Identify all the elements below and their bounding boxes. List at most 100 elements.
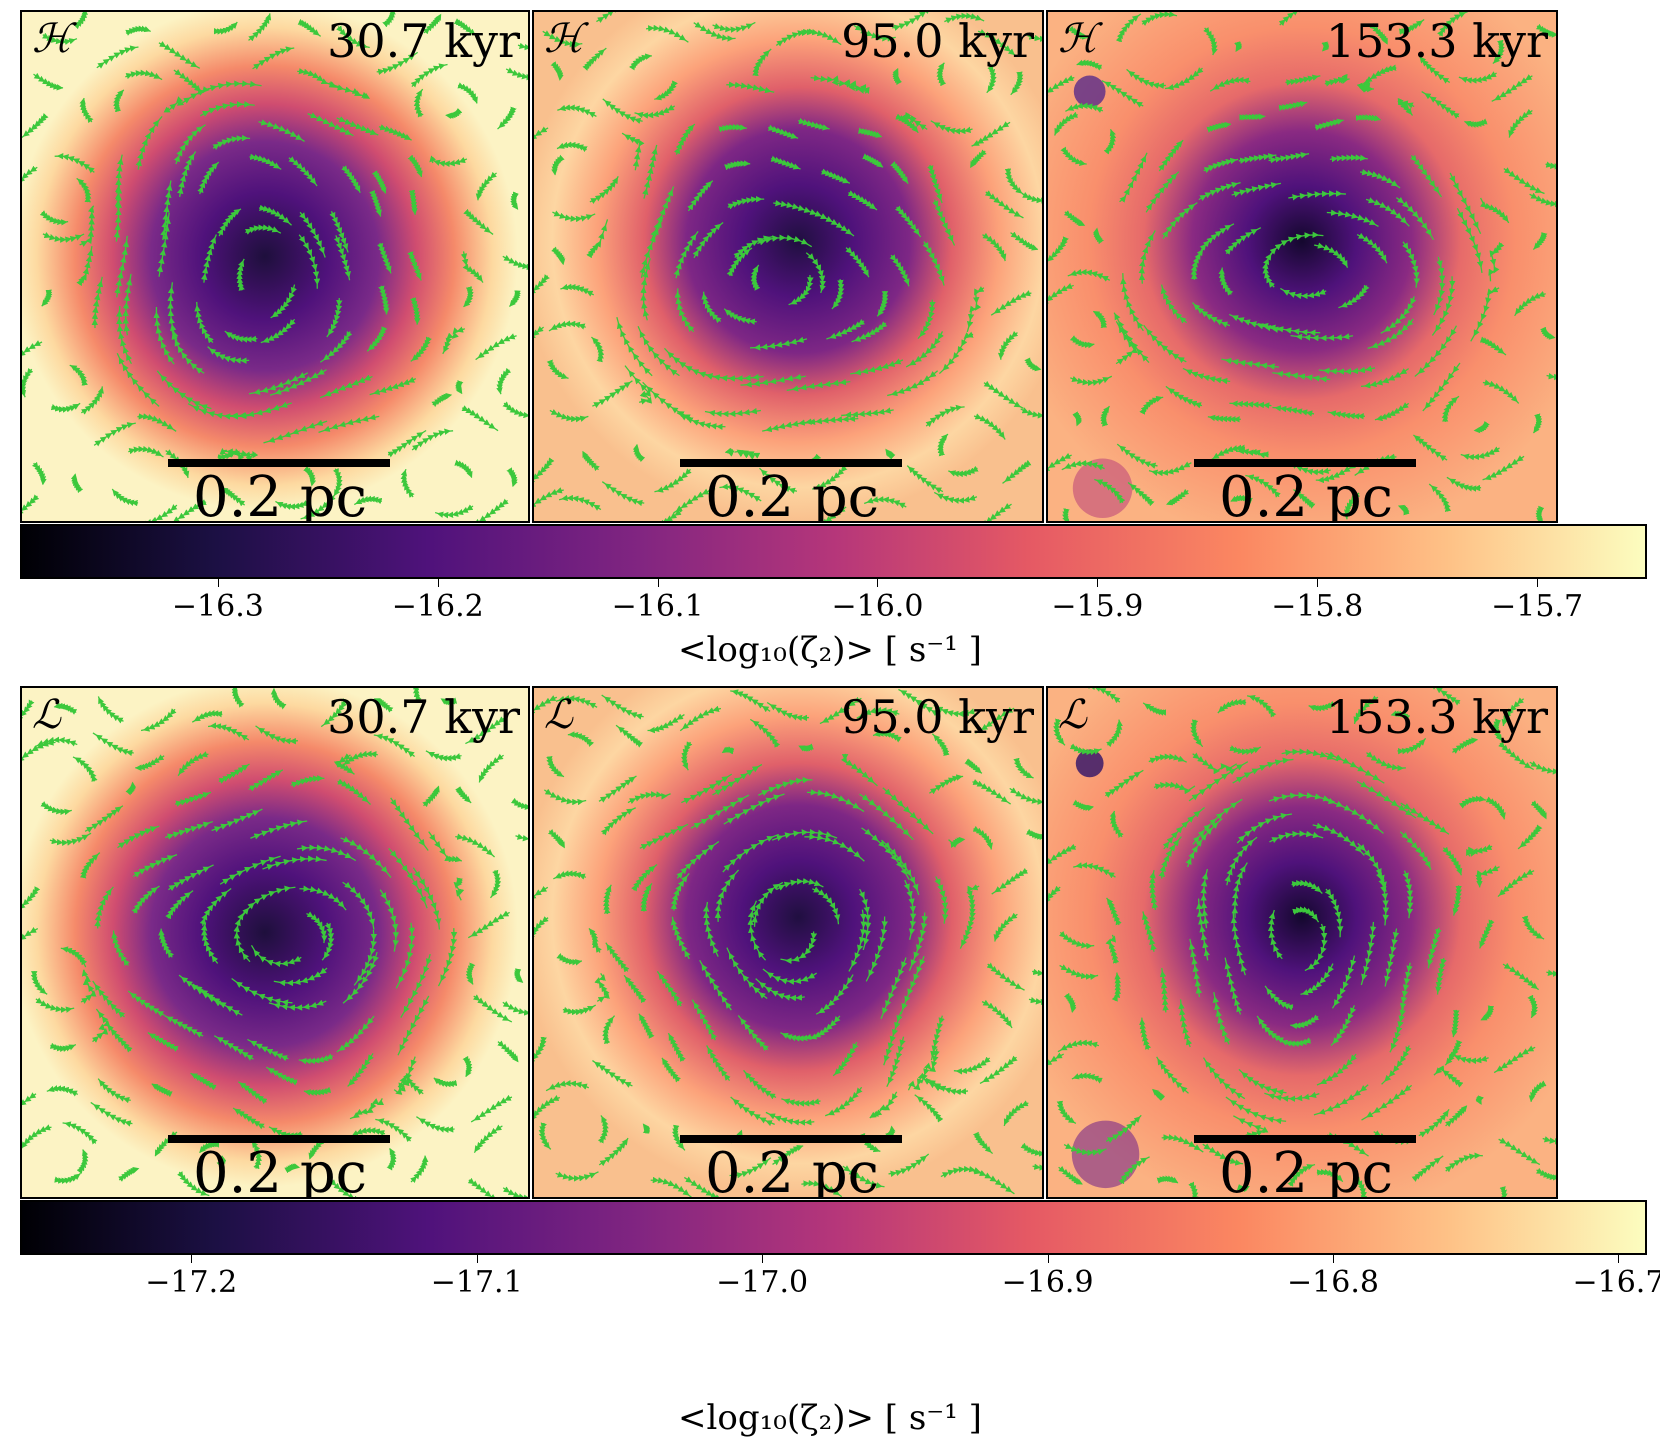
streamline <box>1353 695 1379 725</box>
streamline <box>1232 757 1294 784</box>
streamline <box>41 289 53 307</box>
streamline <box>966 884 980 917</box>
streamline <box>850 358 904 376</box>
streamline <box>654 80 678 101</box>
streamline <box>1452 737 1479 754</box>
streamline <box>809 1015 841 1040</box>
streamline <box>397 995 430 1056</box>
streamline <box>1503 167 1545 195</box>
streamline <box>132 853 178 878</box>
streamline <box>673 231 699 279</box>
streamline <box>1264 985 1294 1011</box>
streamline <box>557 104 597 118</box>
streamline <box>1422 362 1461 412</box>
streamline <box>1314 118 1344 131</box>
streamline <box>601 694 644 720</box>
streamline <box>369 189 382 217</box>
streamline <box>42 232 85 243</box>
streamline <box>382 12 397 28</box>
streamline <box>300 494 336 520</box>
streamline <box>397 1072 424 1096</box>
streamline <box>336 116 379 136</box>
streamline <box>410 1155 429 1184</box>
streamline <box>92 732 134 757</box>
streamline <box>156 370 212 411</box>
streamline <box>1109 810 1124 838</box>
streamline <box>727 195 765 210</box>
streamline <box>1101 80 1144 108</box>
streamline <box>549 409 589 423</box>
density-map <box>534 688 1042 1197</box>
streamline <box>550 61 564 81</box>
streamline <box>973 413 1006 440</box>
streamline <box>105 1022 133 1053</box>
streamline <box>812 210 855 237</box>
streamline <box>33 72 64 91</box>
streamline <box>1225 1096 1287 1125</box>
streamline <box>1397 737 1427 755</box>
streamline <box>408 189 418 215</box>
streamline <box>131 885 160 914</box>
panel-l-30kyr: ℒ 30.7 kyr 0.2 pc <box>20 686 530 1199</box>
streamline <box>1456 208 1484 274</box>
streamline <box>455 833 495 858</box>
streamline <box>1360 368 1410 389</box>
streamline <box>395 922 416 989</box>
streamline <box>1094 478 1126 504</box>
streamline <box>831 278 845 310</box>
streamline <box>1070 375 1113 387</box>
streamline <box>1288 190 1346 201</box>
streamline <box>400 468 415 498</box>
streamline <box>1010 71 1024 96</box>
streamline <box>562 1004 597 1016</box>
model-label: ℋ <box>1058 16 1098 62</box>
streamline <box>1324 73 1350 87</box>
colorbar-top-label: <log₁₀(ζ₂)> [ s⁻¹ ] <box>678 630 982 670</box>
streamline <box>724 160 751 171</box>
streamline <box>1027 31 1042 43</box>
streamline <box>1444 1152 1483 1173</box>
streamline <box>1153 781 1196 795</box>
streamline <box>97 696 124 724</box>
streamline <box>534 1095 561 1121</box>
streamline <box>602 1015 616 1045</box>
colorbar-tick <box>1333 1255 1335 1263</box>
streamline <box>1498 1137 1541 1166</box>
streamline <box>1427 927 1442 969</box>
streamline <box>801 1179 843 1197</box>
streamline <box>270 284 297 319</box>
streamline <box>407 251 422 281</box>
streamline <box>97 1078 131 1104</box>
streamline <box>249 153 282 170</box>
streamline <box>177 1171 210 1197</box>
streamline <box>534 885 549 912</box>
streamline <box>1062 508 1074 521</box>
streamline <box>851 321 888 343</box>
streamline <box>567 731 595 748</box>
streamline <box>1356 232 1388 264</box>
streamline <box>548 320 586 332</box>
streamline <box>497 1040 519 1063</box>
streamline <box>158 928 175 959</box>
streamline <box>1217 698 1247 714</box>
streamline <box>1145 171 1180 213</box>
streamline <box>473 498 509 521</box>
streamline <box>172 499 207 521</box>
streamline <box>555 695 598 709</box>
streamline <box>463 208 494 235</box>
streamline <box>772 1144 804 1166</box>
streamline <box>201 234 217 283</box>
streamline <box>1003 1100 1029 1127</box>
streamline <box>22 886 41 913</box>
streamline <box>1057 1039 1100 1053</box>
colorbar-tick-label: −16.1 <box>611 589 704 624</box>
streamline <box>925 404 965 428</box>
streamline <box>1231 862 1248 918</box>
streamline <box>927 164 943 204</box>
streamline <box>1139 395 1164 415</box>
streamline <box>117 825 160 849</box>
streamline <box>1202 1143 1244 1166</box>
streamline <box>1546 964 1556 978</box>
streamline <box>1458 795 1487 809</box>
scale-label: 0.2 pc <box>704 1141 880 1199</box>
